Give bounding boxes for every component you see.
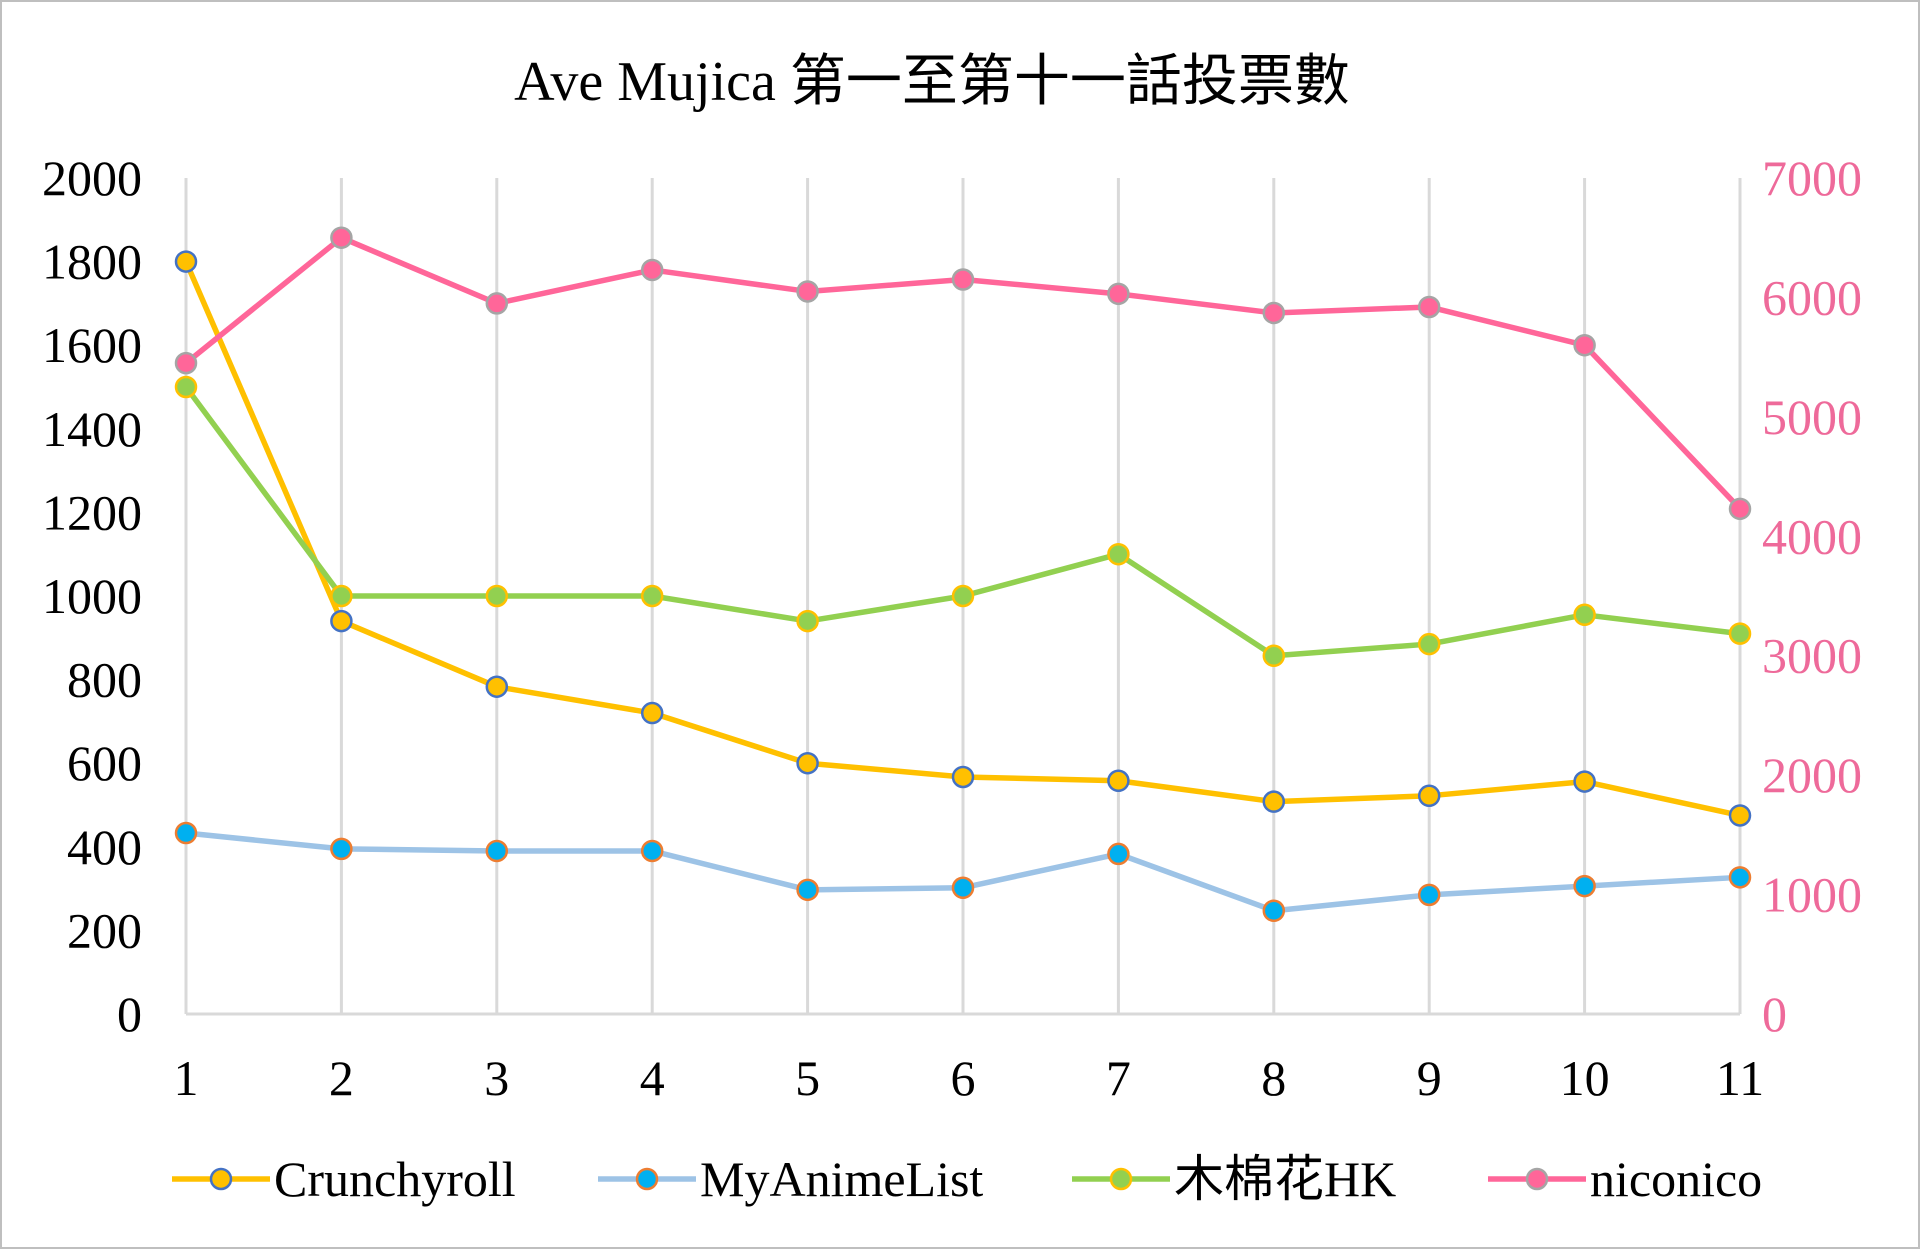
data-point-4: [174, 351, 198, 375]
left-y-tick-label: 2000: [42, 150, 142, 206]
left-y-tick-label: 1600: [42, 317, 142, 373]
data-point-1: [796, 751, 819, 775]
x-tick-label: 6: [951, 1050, 976, 1106]
data-point-1: [951, 765, 975, 789]
data-point-1: [485, 675, 509, 698]
data-point-1: [1728, 804, 1752, 827]
left-y-tick-label: 1200: [42, 484, 142, 540]
x-tick-label: 3: [484, 1050, 509, 1106]
data-point-1: [330, 609, 353, 633]
left-y-tick-label: 800: [67, 652, 142, 708]
x-tick-label: 9: [1417, 1050, 1442, 1106]
data-point-2: [951, 876, 975, 900]
legend: Crunchyroll MyAnimeList 木棉花HK niconico: [172, 1151, 1762, 1207]
data-point-3: [951, 584, 975, 608]
data-point-4: [1573, 333, 1596, 357]
x-tick-label: 5: [795, 1050, 820, 1106]
data-point-3: [796, 609, 819, 633]
data-point-4: [485, 292, 509, 315]
data-point-2: [485, 839, 509, 863]
legend-marker: [1525, 1167, 1549, 1191]
x-tick-label: 11: [1716, 1050, 1764, 1106]
right-y-tick-label: 5000: [1762, 389, 1862, 445]
data-point-2: [174, 821, 198, 845]
data-point-3: [1573, 603, 1596, 627]
legend-label: MyAnimeList: [700, 1151, 983, 1207]
data-point-4: [1417, 295, 1441, 319]
right-y-tick-label: 2000: [1762, 747, 1862, 803]
data-point-4: [1728, 497, 1752, 521]
axes: 1 2 3 4 5 6 7 8 9 10 11 0 200 400 600 800 1000 1200 1400 16…: [42, 150, 1862, 1106]
data-point-1: [1262, 790, 1286, 813]
x-tick-label: 2: [329, 1050, 354, 1106]
data-point-2: [1417, 883, 1441, 907]
data-point-3: [640, 584, 664, 608]
data-point-1: [640, 701, 664, 725]
data-point-3: [1728, 622, 1752, 645]
data-point-2: [1107, 842, 1130, 866]
data-point-2: [1573, 874, 1596, 898]
data-point-3: [1262, 644, 1286, 668]
data-point-2: [1262, 899, 1286, 923]
data-point-2: [1728, 866, 1752, 889]
left-y-tick-label: 200: [67, 902, 142, 958]
right-y-tick-label: 7000: [1762, 150, 1862, 206]
data-point-3: [1107, 542, 1130, 566]
left-y-tick-label: 1000: [42, 568, 142, 624]
data-point-2: [796, 878, 819, 902]
data-point-1: [1107, 769, 1130, 793]
legend-label: Crunchyroll: [274, 1151, 516, 1207]
right-y-tick-label: 6000: [1762, 269, 1862, 325]
left-y-tick-label: 1400: [42, 401, 142, 457]
data-point-3: [1417, 632, 1441, 656]
data-point-4: [951, 268, 975, 291]
legend-marker: [635, 1167, 659, 1191]
x-tick-label: 1: [174, 1050, 199, 1106]
data-point-3: [330, 584, 353, 608]
right-y-tick-label: 0: [1762, 986, 1787, 1042]
data-point-2: [640, 839, 664, 863]
legend-marker: [209, 1167, 233, 1191]
legend-label: niconico: [1590, 1151, 1762, 1207]
data-point-1: [1573, 770, 1596, 793]
chart-title: Ave Mujica 第一至第十一話投票數: [514, 51, 1350, 113]
x-tick-label: 10: [1560, 1050, 1610, 1106]
legend-marker: [1109, 1167, 1133, 1191]
left-y-tick-label: 400: [67, 819, 142, 875]
left-y-tick-label: 0: [117, 986, 142, 1042]
data-point-4: [640, 258, 664, 282]
right-y-tick-label: 3000: [1762, 628, 1862, 684]
data-point-4: [1107, 282, 1130, 306]
data-point-4: [796, 280, 819, 303]
data-point-4: [1262, 301, 1286, 325]
data-point-3: [485, 584, 509, 608]
left-y-tick-label: 600: [67, 735, 142, 791]
right-y-tick-label: 4000: [1762, 508, 1862, 564]
data-point-2: [330, 837, 353, 861]
data-point-3: [174, 375, 198, 399]
data-point-1: [1417, 784, 1441, 808]
x-tick-label: 8: [1261, 1050, 1286, 1106]
data-point-1: [174, 250, 198, 273]
data-point-4: [330, 226, 353, 249]
left-y-tick-label: 1800: [42, 234, 142, 290]
right-y-tick-label: 1000: [1762, 867, 1862, 923]
legend-label: 木棉花HK: [1174, 1151, 1396, 1207]
series-markers: [174, 226, 1752, 923]
x-tick-label: 4: [640, 1050, 665, 1106]
x-tick-label: 7: [1106, 1050, 1131, 1106]
